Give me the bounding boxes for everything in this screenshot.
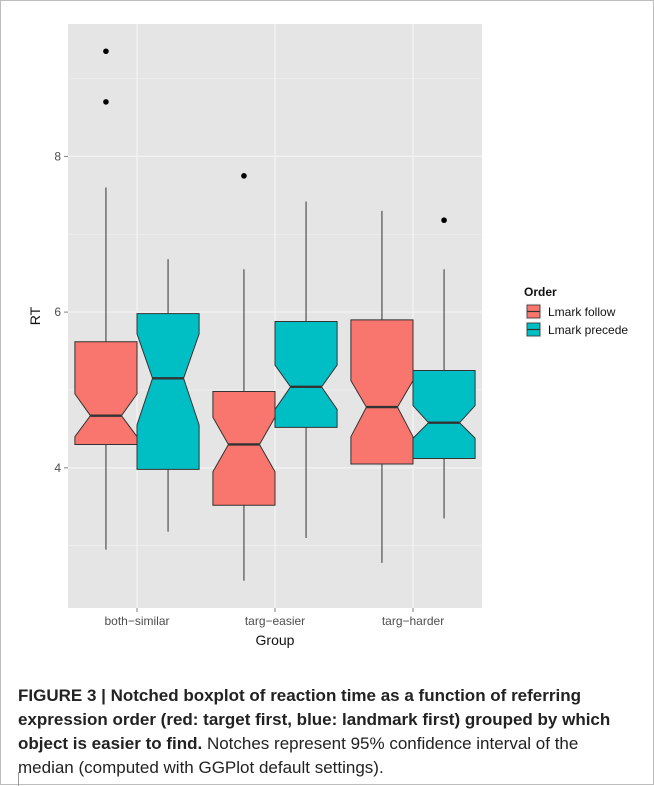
box-lmark-precede bbox=[136, 259, 200, 532]
y-tick-label: 4 bbox=[54, 461, 61, 475]
outlier-point bbox=[103, 48, 109, 55]
caption-bold-text: FIGURE 3 | Notched boxplot of reaction t… bbox=[18, 686, 611, 753]
x-tick-label: targ−easier bbox=[245, 614, 305, 628]
legend-key-lmark-precede bbox=[524, 320, 543, 339]
box-lmark-precede bbox=[274, 201, 338, 538]
legend-title: Order bbox=[524, 285, 557, 299]
figure-caption: FIGURE 3 | Notched boxplot of reaction t… bbox=[18, 684, 633, 780]
outlier-point bbox=[241, 173, 247, 179]
box-body bbox=[136, 313, 200, 470]
legend-label-lmark-follow: Lmark follow bbox=[548, 305, 616, 319]
y-tick-label: 8 bbox=[54, 149, 61, 163]
axes: RT Group 4 6 8 both−similar targ−easier targ−… bbox=[27, 149, 444, 648]
y-tick-label: 6 bbox=[54, 305, 61, 319]
x-axis-label: Group bbox=[256, 632, 295, 648]
legend-key-lmark-follow bbox=[524, 302, 543, 321]
box-lmark-precede bbox=[412, 217, 476, 519]
box-lmark-follow bbox=[212, 173, 276, 581]
x-tick-label: targ−harder bbox=[382, 614, 444, 628]
boxes bbox=[74, 48, 476, 581]
caption-rule bbox=[18, 772, 19, 786]
legend: Order Lmark follow Lmark precede bbox=[524, 285, 628, 339]
legend-label-lmark-precede: Lmark precede bbox=[548, 323, 628, 337]
caption-normal-text: Notches represent 95% confidence interva… bbox=[18, 734, 579, 777]
y-axis-label: RT bbox=[27, 306, 43, 325]
box-body bbox=[212, 391, 276, 506]
box-body bbox=[412, 370, 476, 459]
box-body bbox=[274, 320, 338, 428]
boxplot-chart: RT Group 4 6 8 both−similar targ−easier targ−… bbox=[27, 24, 628, 648]
x-tick-label: both−similar bbox=[104, 614, 169, 628]
box-body bbox=[74, 341, 138, 445]
outlier-point bbox=[441, 217, 447, 224]
outlier-point bbox=[103, 99, 109, 105]
box-body bbox=[350, 319, 414, 465]
